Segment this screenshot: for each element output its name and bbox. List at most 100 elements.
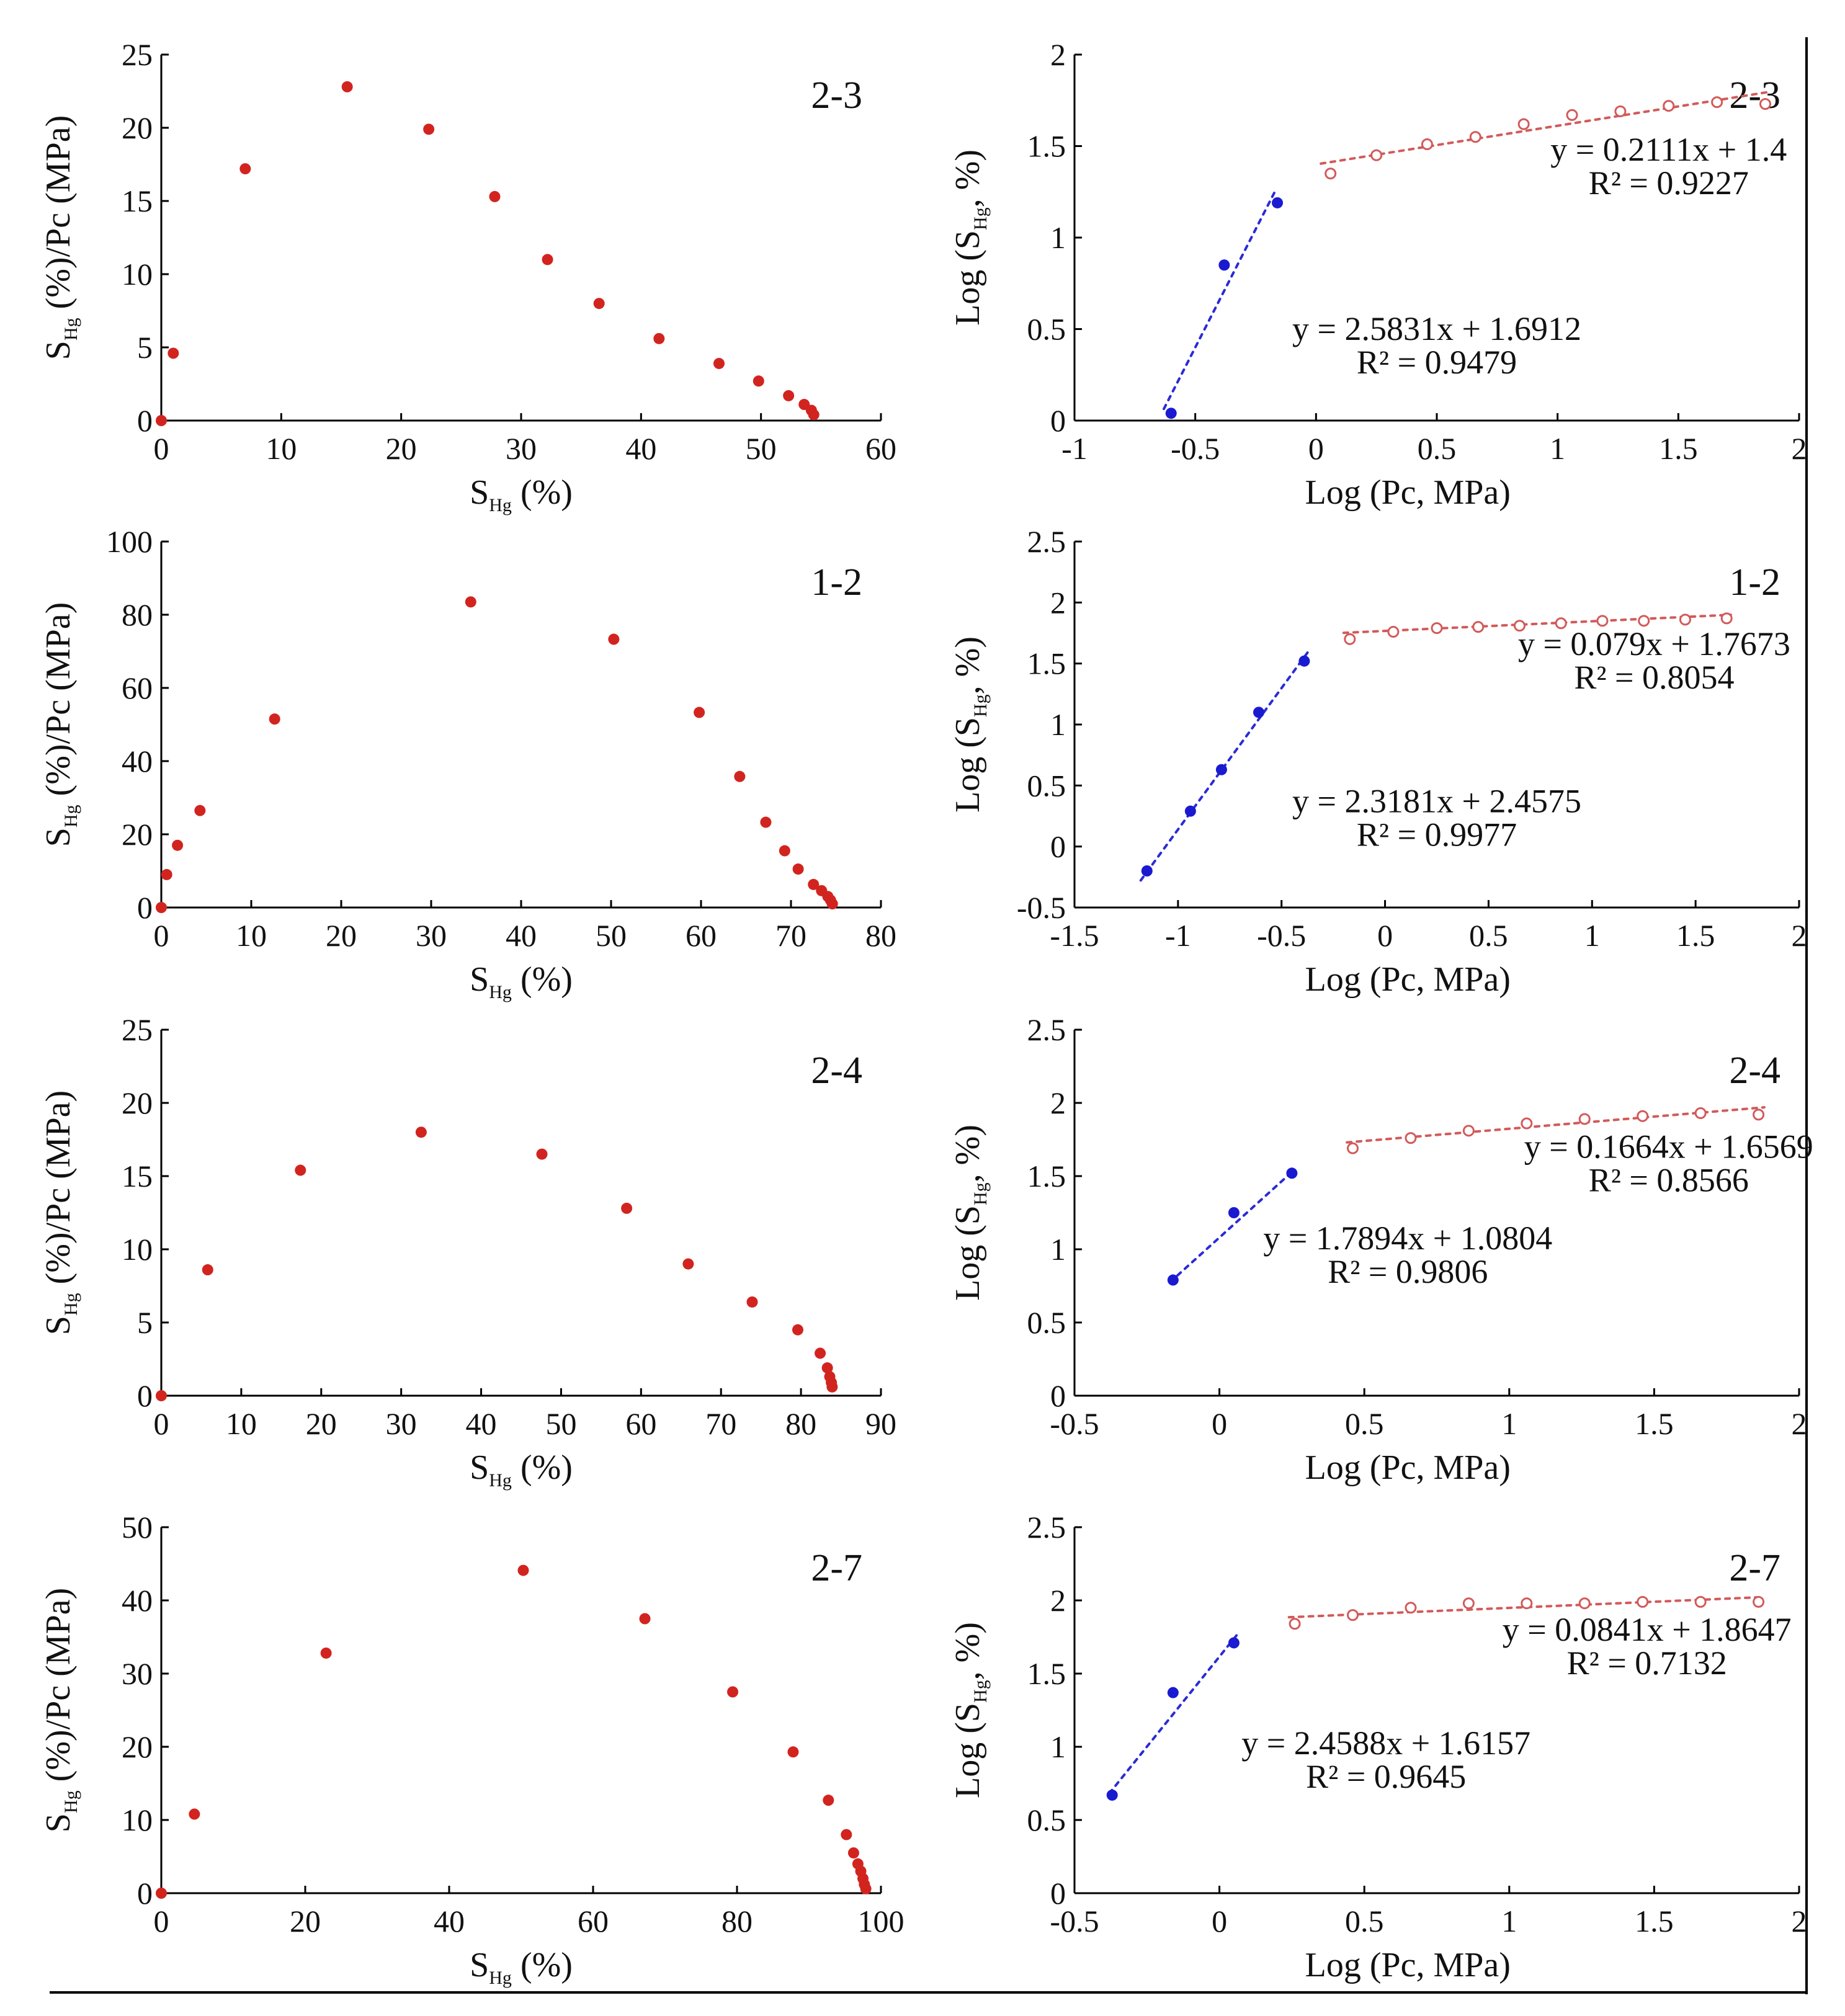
y-tick-label: 0 [137,1876,153,1911]
y-tick-label: 15 [122,1159,153,1193]
blue-data-point [1167,1687,1179,1698]
x-tick-label: 0 [1212,1904,1227,1938]
fit-equation: y = 0.0841x + 1.8647 [1503,1611,1792,1648]
x-tick-label: 0 [154,1406,169,1441]
x-tick-label: 30 [416,918,447,953]
red-data-point [787,1746,799,1758]
y-tick-label: 2.5 [1027,524,1066,559]
y-axis-title-part: , %) [949,636,987,694]
y-tick-label: 50 [122,1510,153,1545]
red-data-point [753,375,764,387]
x-tick-label: 70 [775,918,806,953]
y-tick-label: 40 [122,744,153,778]
y-tick-label: 15 [122,184,153,218]
y-axis-title-part: (%)/Pc (MPa) [39,115,78,318]
red-data-point [608,633,620,645]
blue-data-point [1184,805,1196,817]
red-data-point [415,1126,427,1138]
open-data-point [1694,1595,1707,1608]
y-axis-title-part: S [39,1316,78,1335]
red-data-point [792,863,804,875]
fit-r-squared: R² = 0.9977 [1357,816,1517,854]
red-data-point [792,1324,803,1336]
blue-data-point [1298,655,1310,667]
x-tick-label: 40 [625,431,656,466]
x-tick-label: 1.5 [1635,1406,1674,1441]
x-axis-title-part: S [470,473,489,512]
open-data-point [1566,109,1578,121]
y-tick-label: 1.5 [1027,1656,1066,1691]
y-tick-label: 2 [1050,37,1066,72]
open-data-point [1694,1107,1707,1120]
x-tick-label: 1.5 [1659,431,1698,466]
red-data-point [734,770,746,782]
y-tick-label: 20 [122,110,153,145]
red-data-point [239,163,251,175]
x-tick-label: 80 [785,1406,816,1441]
y-tick-label: 0.5 [1027,1803,1066,1837]
x-tick-label: 100 [858,1904,905,1938]
open-data-point [1387,626,1400,638]
y-axis-title-part: Log (S [949,1205,987,1301]
x-tick-label: 0 [1308,431,1324,466]
x-tick-label: 10 [226,1406,257,1441]
y-tick-label: 2 [1050,585,1066,620]
x-axis-title-sub: Hg [489,1470,512,1491]
x-axis-title-part: S [470,960,489,999]
x-tick-label: 20 [386,431,417,466]
red-data-point [172,839,184,851]
fit-r-squared: R² = 0.9806 [1328,1253,1488,1290]
y-tick-label: 20 [122,1086,153,1120]
x-tick-label: 20 [290,1904,321,1938]
x-tick-label: 60 [578,1904,609,1938]
blue-data-point [1286,1167,1298,1179]
y-tick-label: 2 [1050,1086,1066,1120]
y-axis-title-part: Log (S [949,1703,987,1798]
x-tick-label: 60 [686,918,717,953]
open-data-point [1759,98,1771,110]
red-data-point [847,1847,859,1859]
x-axis-title: Log (Pc, MPa) [1305,1946,1511,1984]
y-tick-label: 25 [122,37,153,72]
x-tick-label: 40 [466,1406,497,1441]
blue-data-point [1272,197,1284,208]
x-axis-title-part: S [470,1946,489,1984]
x-tick-label: 1.5 [1676,918,1715,953]
y-axis-title: SHg (%)/Pc (MPa) [39,115,81,360]
x-tick-label: 50 [545,1406,576,1441]
fit-r-squared: R² = 0.8566 [1589,1162,1749,1199]
y-tick-label: 0 [1050,1876,1066,1911]
x-axis-title: SHg (%) [470,1946,573,1988]
open-data-point [1637,1595,1649,1608]
open-data-point [1521,1117,1533,1130]
open-data-point [1347,1609,1359,1621]
x-tick-label: 20 [306,1406,337,1441]
open-data-point [1614,105,1627,117]
open-data-point [1325,167,1337,180]
fit-equation: y = 1.7894x + 1.0804 [1263,1220,1552,1257]
x-tick-label: -0.5 [1050,1904,1099,1938]
open-data-point [1578,1597,1591,1610]
open-data-point [1370,149,1383,161]
fit-equation: y = 2.3181x + 2.4575 [1292,783,1581,820]
blue-data-point [1167,1274,1179,1286]
x-axis-title-part: (%) [512,1946,573,1984]
x-tick-label: -0.5 [1171,431,1220,466]
blue-data-point [1218,259,1230,271]
open-data-point [1405,1602,1417,1614]
open-data-point [1720,612,1733,625]
x-axis-title-sub: Hg [489,982,512,1002]
red-data-point [517,1564,529,1576]
x-tick-label: 10 [266,431,297,466]
y-tick-label: 2 [1050,1583,1066,1618]
fit-equation: y = 2.5831x + 1.6912 [1292,310,1581,347]
red-data-point [423,123,435,135]
red-data-point [727,1686,739,1698]
y-tick-label: 1.5 [1027,129,1066,164]
y-tick-label: 0.5 [1027,312,1066,347]
fit-equation: y = 0.079x + 1.7673 [1518,625,1790,662]
open-data-point [1462,1125,1475,1137]
